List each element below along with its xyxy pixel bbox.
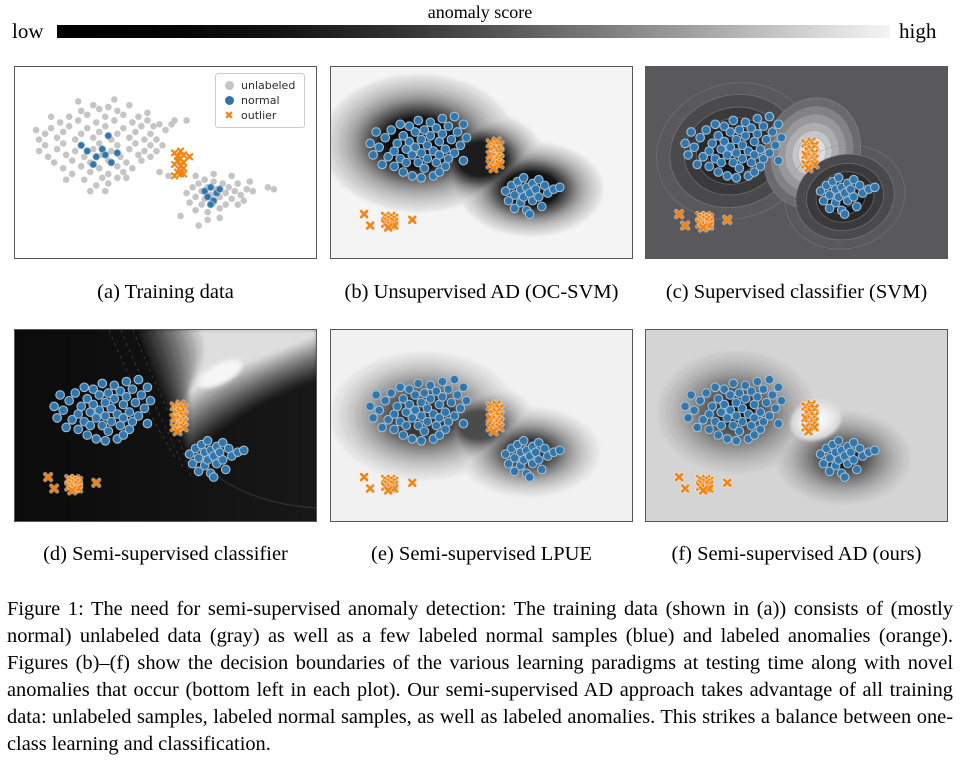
colorbar-gradient <box>57 25 890 38</box>
caption-c: (c) Supervised classifier (SVM) <box>665 281 928 303</box>
plot-semiclf <box>15 330 316 521</box>
legend-item-outlier: ✖ outlier <box>223 108 304 123</box>
caption-f: (f) Semi-supervised AD (ours) <box>671 543 922 565</box>
caption-a: (a) Training data <box>97 281 234 303</box>
caption-b: (b) Unsupervised AD (OC-SVM) <box>344 281 619 303</box>
legend-label: unlabeled <box>241 79 296 92</box>
legend-label: outlier <box>241 109 277 122</box>
outlier-marker-icon: ✖ <box>224 109 234 122</box>
unlabeled-marker-icon <box>223 80 235 92</box>
panel-d-semi-classifier <box>14 329 317 522</box>
plot-lpue <box>331 330 632 521</box>
normal-marker-icon <box>223 95 235 107</box>
panel-c-svm <box>645 66 948 259</box>
panel-e-lpue <box>330 329 633 522</box>
figure-caption: Figure 1: The need for semi-supervised a… <box>7 598 953 755</box>
colorbar-low-label: low <box>12 19 44 43</box>
plot-svm <box>646 67 947 258</box>
plot-ours <box>646 330 947 521</box>
colorbar-title: anomaly score <box>427 2 533 22</box>
colorbar-high-label: high <box>899 19 937 43</box>
panel-b-ocsvm <box>330 66 633 259</box>
legend-label: normal <box>241 94 280 107</box>
caption-e: (e) Semi-supervised LPUE <box>371 543 592 565</box>
plot-ocsvm <box>331 67 632 258</box>
legend-item-unlabeled: unlabeled <box>223 78 304 93</box>
panel-f-ours <box>645 329 948 522</box>
caption-d: (d) Semi-supervised classifier <box>43 543 288 565</box>
panel-a-training-data: unlabeled normal ✖ outlier <box>14 66 317 259</box>
legend-item-normal: normal <box>223 93 304 108</box>
legend: unlabeled normal ✖ outlier <box>215 73 305 128</box>
